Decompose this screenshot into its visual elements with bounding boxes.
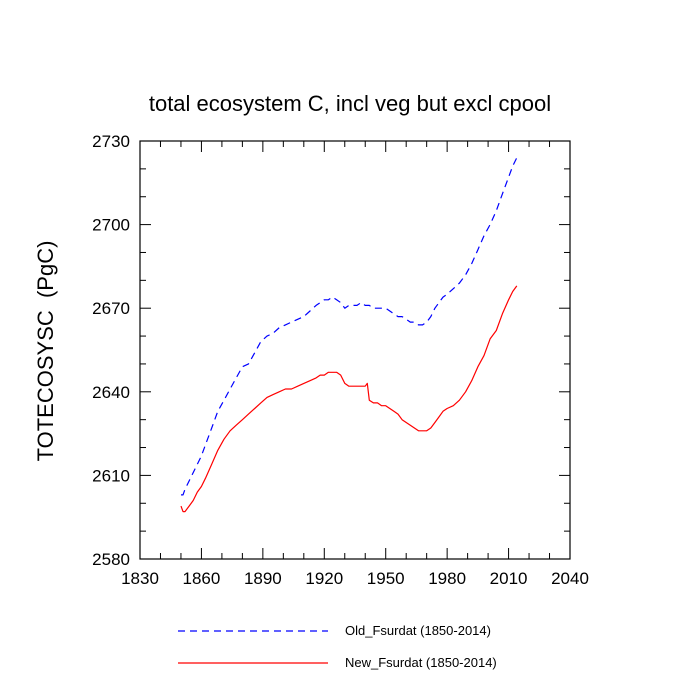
x-tick-label: 1860: [183, 569, 221, 588]
legend-label: Old_Fsurdat (1850-2014): [345, 623, 491, 638]
x-tick-label: 1830: [121, 569, 159, 588]
series-line-old-fsurdat: [181, 157, 518, 496]
legend-label: New_Fsurdat (1850-2014): [345, 655, 497, 670]
series-line-new-fsurdat: [180, 285, 518, 513]
y-tick-label: 2730: [92, 132, 130, 151]
axes: 1830 1860 1890 1920 1950 1980 2010 2040 2580 2610…: [92, 132, 589, 588]
x-tick-label: 2040: [551, 569, 589, 588]
y-tick-label: 2670: [92, 299, 130, 318]
y-tick-label: 2580: [92, 550, 130, 569]
x-tick-label: 1950: [367, 569, 405, 588]
series-layer: [180, 157, 518, 513]
y-axis-label: TOTECOSYSC (PgC): [33, 241, 58, 462]
x-tick-label: 1980: [428, 569, 466, 588]
plot-frame: [139, 140, 571, 560]
x-tick-label: 1890: [244, 569, 282, 588]
legend: Old_Fsurdat (1850-2014) New_Fsurdat (1850…: [178, 623, 497, 670]
x-tick-label: 2010: [490, 569, 528, 588]
y-tick-label: 2700: [92, 216, 130, 235]
x-tick-label: 1920: [305, 569, 343, 588]
y-tick-label: 2610: [92, 466, 130, 485]
chart-title: total ecosystem C, incl veg but excl cpo…: [149, 91, 551, 116]
y-tick-label: 2640: [92, 383, 130, 402]
